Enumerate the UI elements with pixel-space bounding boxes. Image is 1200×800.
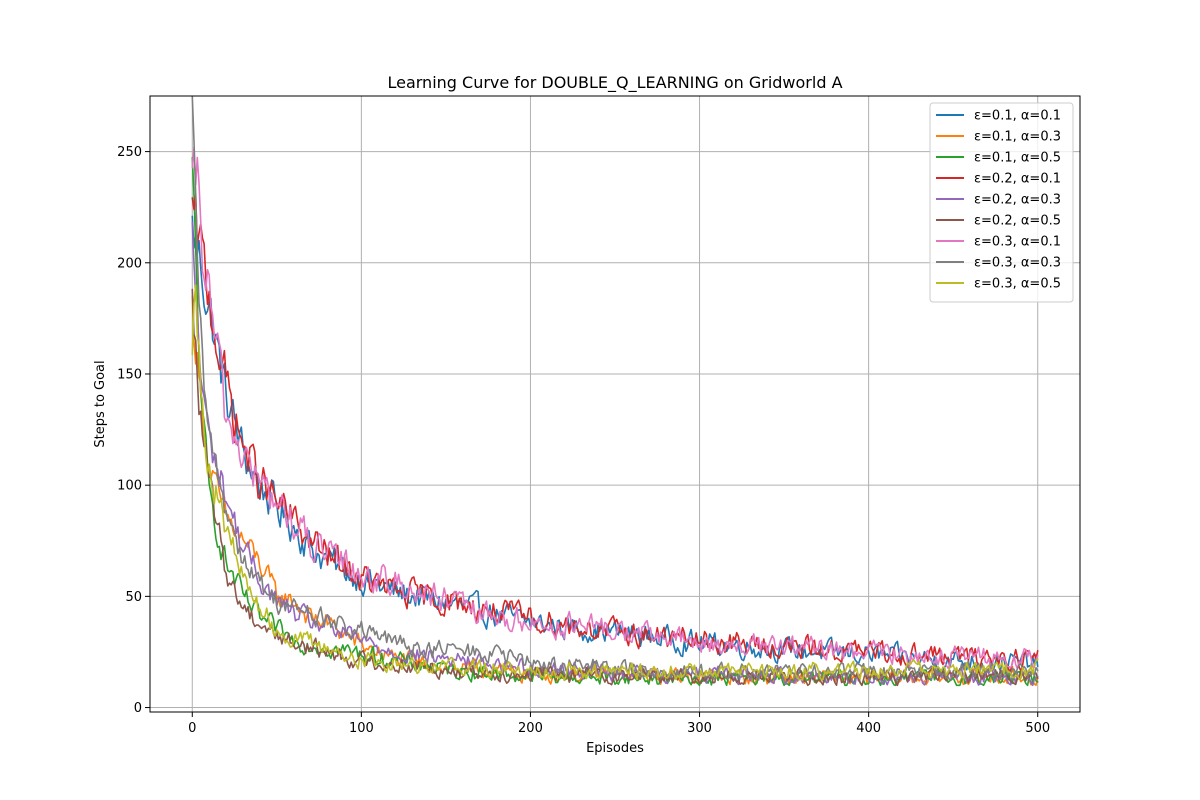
legend-label: ε=0.3, α=0.5 [974, 277, 1061, 292]
series-line [191, 96, 1039, 682]
legend-label: ε=0.3, α=0.3 [974, 256, 1061, 271]
chart-title: Learning Curve for DOUBLE_Q_LEARNING on … [387, 73, 842, 93]
legend-label: ε=0.3, α=0.1 [974, 235, 1061, 250]
series-line [191, 284, 1039, 682]
x-tick-label: 0 [188, 721, 196, 736]
x-tick-label: 200 [518, 721, 543, 736]
y-tick-label: 200 [117, 256, 142, 271]
x-tick-label: 400 [856, 721, 881, 736]
x-tick-label: 100 [349, 721, 374, 736]
legend: ε=0.1, α=0.1 ε=0.1, α=0.3 ε=0.1, α=0.5 ε=0.… [929, 102, 1074, 303]
y-tick-label: 0 [134, 701, 142, 716]
series-lines [191, 96, 1039, 687]
x-axis-ticks: 0 100 200 300 400 500 [188, 712, 1050, 736]
y-axis-label: Steps to Goal [93, 360, 108, 447]
series-line [191, 146, 1039, 670]
x-axis-label: Episodes [586, 741, 644, 756]
series-line [191, 288, 1039, 687]
legend-label: ε=0.2, α=0.1 [974, 172, 1061, 187]
legend-label: ε=0.1, α=0.1 [974, 109, 1061, 124]
legend-label: ε=0.2, α=0.3 [974, 193, 1061, 208]
legend-label: ε=0.2, α=0.5 [974, 214, 1061, 229]
x-tick-label: 500 [1025, 721, 1050, 736]
plot-frame [149, 95, 1081, 713]
y-tick-label: 50 [125, 590, 142, 605]
x-tick-label: 300 [687, 721, 712, 736]
y-tick-label: 100 [117, 479, 142, 494]
legend-box [929, 102, 1074, 303]
y-axis-ticks: 0 50 100 150 200 250 [117, 145, 150, 716]
series-line [191, 193, 1039, 672]
legend-label: ε=0.1, α=0.5 [974, 151, 1061, 166]
y-tick-label: 250 [117, 145, 142, 160]
y-tick-label: 150 [117, 367, 142, 382]
grid-lines [150, 96, 1080, 712]
legend-label: ε=0.1, α=0.3 [974, 130, 1061, 145]
